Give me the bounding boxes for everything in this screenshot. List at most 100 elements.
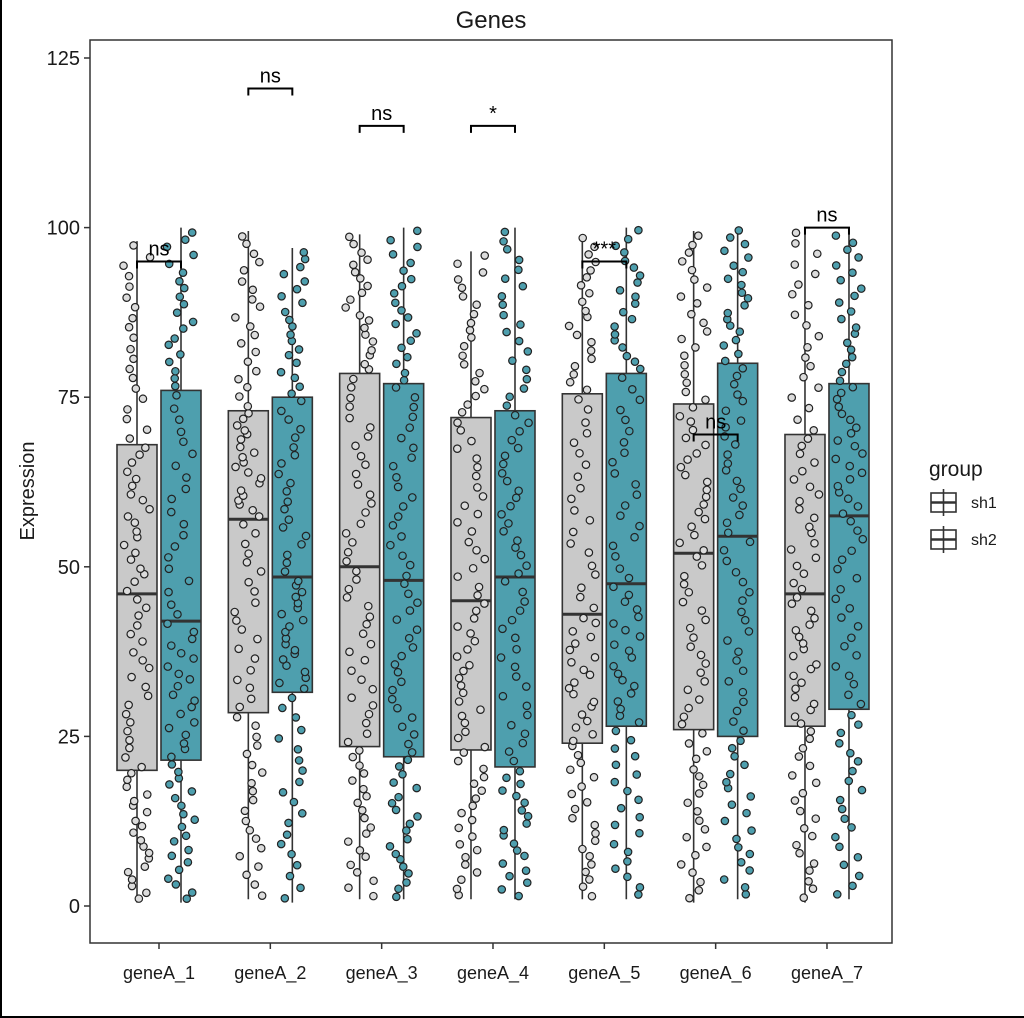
boxplot-geneA_6-sh2 (716, 226, 759, 900)
jitter-point (854, 720, 863, 729)
jitter-point (129, 828, 138, 837)
jitter-point (369, 876, 378, 886)
jitter-point (497, 885, 507, 894)
jitter-point (341, 528, 351, 538)
jitter-point (299, 684, 309, 693)
jitter-point (276, 367, 286, 377)
jitter-point (831, 594, 841, 604)
jitter-point (405, 819, 415, 829)
jitter-point (480, 251, 490, 260)
jitter-point (522, 819, 531, 828)
jitter-point (468, 563, 478, 573)
jitter-point (469, 309, 479, 319)
jitter-point (738, 396, 748, 406)
jitter-point (787, 393, 797, 402)
jitter-point (516, 320, 525, 329)
jitter-point (507, 615, 517, 625)
y-tick-label: 0 (69, 896, 80, 918)
jitter-point (474, 582, 484, 592)
jitter-point (478, 268, 488, 277)
jitter-point (738, 267, 748, 277)
jitter-point (126, 555, 136, 564)
jitter-point (123, 867, 133, 877)
jitter-point (586, 632, 596, 642)
jitter-point (583, 405, 593, 414)
jitter-point (300, 667, 310, 677)
jitter-point (170, 542, 180, 551)
jitter-point (523, 710, 532, 720)
jitter-point (611, 552, 620, 561)
jitter-point (296, 424, 305, 434)
jitter-point (623, 872, 632, 882)
jitter-point (798, 788, 808, 798)
jitter-point (472, 845, 482, 855)
jitter-point (790, 260, 800, 269)
jitter-point (466, 629, 475, 638)
jitter-point (582, 385, 592, 395)
jitter-point (846, 428, 856, 438)
jitter-point (454, 697, 464, 706)
jitter-point (388, 461, 398, 471)
jitter-point (857, 468, 867, 478)
jitter-point (352, 575, 361, 584)
jitter-point (502, 327, 511, 337)
jitter-point (167, 752, 176, 762)
jitter-point (582, 716, 592, 726)
jitter-point (700, 824, 710, 834)
legend: group sh1 sh2 (929, 458, 997, 553)
jitter-point (386, 235, 395, 245)
jitter-point (294, 345, 304, 354)
jitter-point (723, 528, 733, 538)
jitter-point (696, 650, 706, 660)
jitter-point (814, 331, 824, 341)
jitter-point (400, 368, 410, 378)
jitter-point (346, 383, 356, 392)
jitter-point (293, 576, 303, 586)
jitter-point (844, 776, 854, 786)
jitter-point (701, 659, 711, 668)
jitter-point (290, 433, 300, 442)
jitter-point (731, 567, 741, 577)
jitter-point (129, 354, 138, 364)
significance-bracket (136, 260, 182, 269)
jitter-point (576, 281, 586, 290)
jitter-point (284, 818, 293, 828)
jitter-point (476, 705, 485, 714)
jitter-point (163, 619, 172, 629)
jitter-point (458, 292, 468, 301)
jitter-point (626, 689, 636, 698)
jitter-point (236, 486, 246, 495)
jitter-point (179, 739, 189, 748)
jitter-point (178, 268, 188, 277)
jitter-point (835, 738, 844, 748)
jitter-point (723, 274, 733, 284)
jitter-point (721, 406, 731, 416)
jitter-point (413, 598, 422, 607)
jitter-point (723, 450, 732, 459)
jitter-point (858, 449, 867, 458)
jitter-point (623, 857, 632, 866)
jitter-point (292, 860, 302, 870)
jitter-point (236, 435, 246, 444)
jitter-point (570, 678, 579, 687)
jitter-point (405, 423, 415, 432)
jitter-point (634, 718, 644, 727)
jitter-point (723, 308, 733, 318)
jitter-point (521, 682, 531, 691)
jitter-point (387, 694, 397, 704)
jitter-point (391, 319, 400, 329)
jitter-point (172, 391, 181, 400)
jitter-point (610, 820, 620, 830)
jitter-point (352, 868, 362, 877)
jitter-point (362, 619, 371, 629)
jitter-point (514, 569, 523, 578)
jitter-point (389, 778, 398, 787)
jitter-point (524, 418, 533, 428)
jitter-point (471, 794, 481, 803)
jitter-point (460, 860, 470, 869)
jitter-point (499, 825, 509, 835)
jitter-point (732, 834, 741, 844)
jitter-point (806, 361, 815, 371)
jitter-point (453, 518, 462, 527)
